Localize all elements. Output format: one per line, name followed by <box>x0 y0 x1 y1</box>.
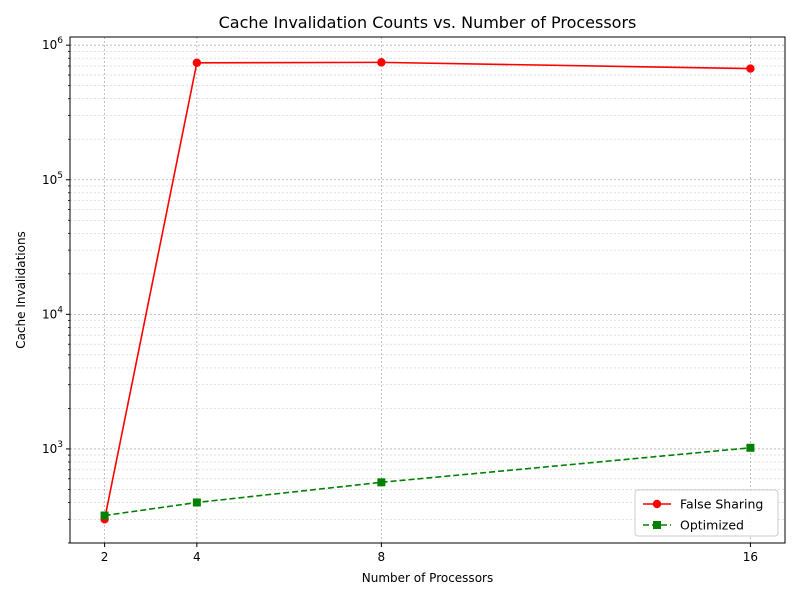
series-lines <box>103 61 751 520</box>
data-point-marker <box>192 498 201 507</box>
y-tick-label: 103 <box>42 440 63 456</box>
y-axis-label: Cache Invalidations <box>14 231 28 349</box>
plot-frame <box>69 36 786 544</box>
y-tick-label: 104 <box>42 305 63 321</box>
data-point-marker <box>192 58 202 67</box>
data-point-marker <box>746 443 755 452</box>
legend-marker <box>653 521 661 529</box>
legend: False Sharing Optimized <box>634 489 779 537</box>
data-point-marker <box>100 511 109 520</box>
x-tick-label: 2 <box>101 550 109 564</box>
chart-title: Cache Invalidation Counts vs. Number of … <box>219 13 637 32</box>
major-grid <box>70 37 785 543</box>
x-tick-label: 4 <box>193 550 201 564</box>
legend-marker <box>652 499 662 509</box>
series-line-0 <box>103 61 751 520</box>
x-axis-ticks: 2 4 8 16 <box>101 543 758 564</box>
legend-label: False Sharing <box>680 497 763 512</box>
y-axis-ticks: 103 104 105 106 <box>42 36 70 544</box>
legend-label: Optimized <box>680 518 744 533</box>
data-point-marker <box>377 58 386 67</box>
x-axis-label: Number of Processors <box>362 571 493 585</box>
y-tick-label: 105 <box>42 171 63 187</box>
y-tick-label: 106 <box>42 36 63 52</box>
data-point-marker <box>746 64 755 73</box>
data-point-marker <box>377 478 386 487</box>
series-line-1 <box>104 446 751 517</box>
x-tick-label: 16 <box>743 550 758 564</box>
x-tick-label: 8 <box>378 550 386 564</box>
series-markers <box>100 58 755 524</box>
